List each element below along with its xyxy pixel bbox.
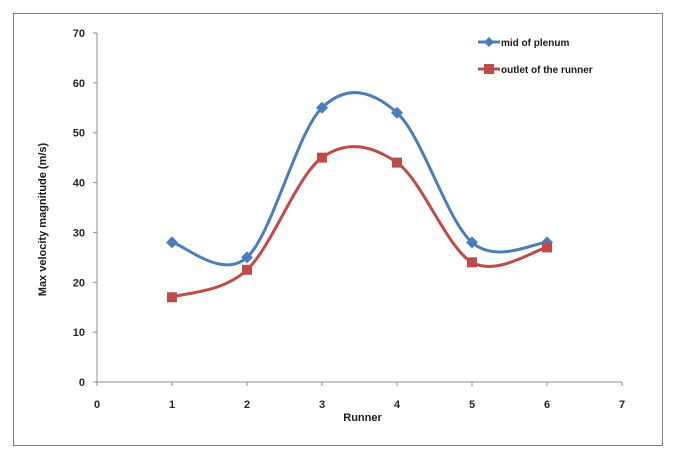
data-point-diamond	[316, 101, 328, 114]
x-tick-label: 7	[619, 399, 625, 411]
x-axis-title: Runner	[343, 412, 382, 424]
x-ticks: 0 1 2 3 4 5 6 7	[94, 382, 625, 411]
x-tick-label: 3	[319, 399, 325, 411]
x-tick-label: 2	[244, 399, 250, 411]
series-line	[170, 91, 549, 267]
series-mid-of-plenum	[166, 91, 553, 267]
x-tick-label: 1	[169, 399, 175, 411]
legend-item-outlet-of-the-runner: outlet of the runner	[478, 64, 593, 76]
y-tick-label: 50	[73, 128, 85, 140]
legend-marker-square	[484, 64, 494, 74]
data-point-square	[167, 292, 177, 303]
x-tick-label: 5	[469, 399, 475, 411]
y-tick-label: 60	[73, 78, 85, 90]
data-point-square	[242, 264, 252, 275]
data-point-diamond	[166, 236, 178, 249]
data-point-square	[467, 257, 477, 268]
legend-item-mid-of-plenum: mid of plenum	[478, 37, 569, 49]
y-tick-label: 40	[73, 178, 85, 190]
series-outlet-of-the-runner	[167, 145, 552, 303]
x-tick-label: 4	[394, 399, 401, 411]
y-tick-label: 0	[79, 377, 85, 389]
x-tick-label: 0	[94, 399, 100, 411]
y-tick-label: 20	[73, 277, 85, 289]
legend-label-outlet-of-the-runner: outlet of the runner	[501, 65, 593, 76]
data-point-diamond	[391, 106, 403, 119]
axes: 0 10 20 30 40 50 60 70 0 1 2 3 4 5 6 7	[73, 28, 625, 411]
legend-label-mid-of-plenum: mid of plenum	[501, 38, 569, 49]
legend: mid of plenum outlet of the runner	[478, 37, 593, 76]
chart-frame	[13, 13, 663, 446]
series-line	[170, 145, 549, 299]
data-point-square	[542, 242, 552, 253]
data-point-diamond	[241, 251, 253, 264]
data-point-square	[392, 157, 402, 168]
legend-marker-diamond	[484, 37, 494, 47]
y-tick-label: 70	[73, 28, 85, 40]
data-point-diamond	[466, 236, 478, 249]
y-tick-label: 30	[73, 227, 85, 239]
y-tick-label: 10	[73, 327, 85, 339]
y-ticks: 0 10 20 30 40 50 60 70	[73, 28, 97, 389]
series-layer	[166, 91, 553, 303]
x-tick-label: 6	[544, 399, 550, 411]
y-axis-title: Max velocity magnitude (m/s)	[37, 142, 49, 296]
data-point-square	[317, 152, 327, 163]
